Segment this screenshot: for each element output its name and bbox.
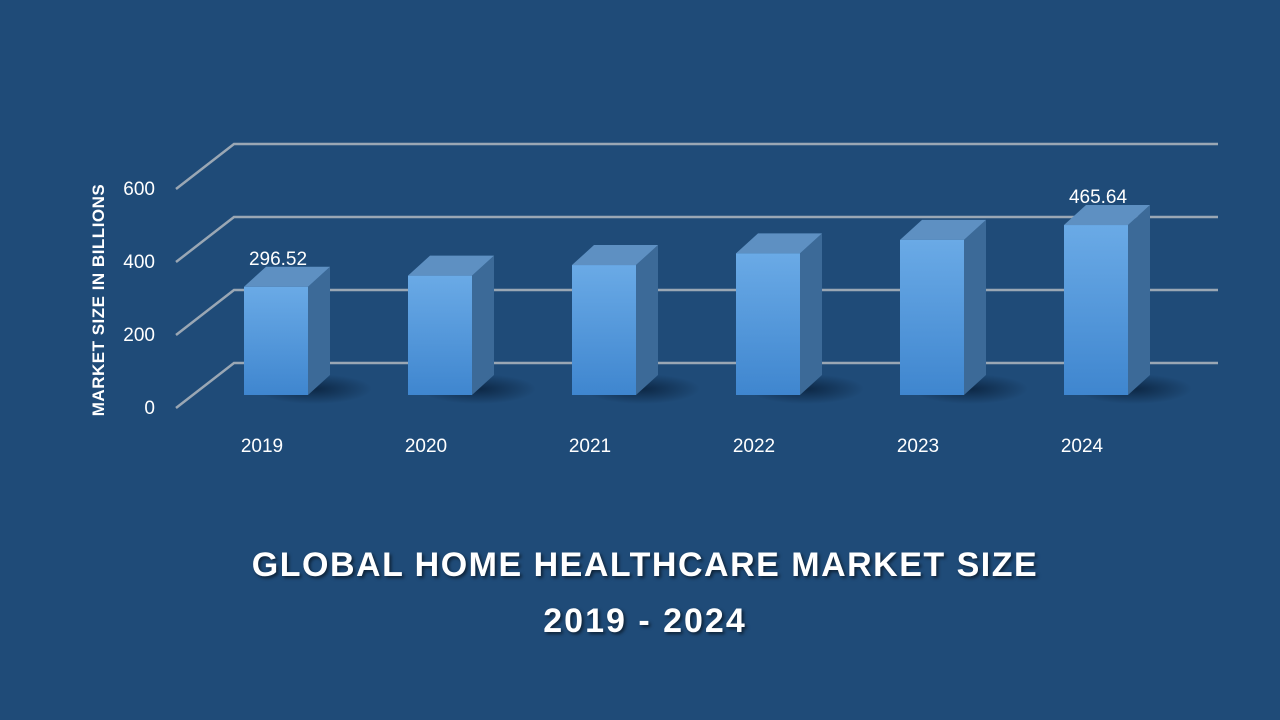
bar-top: [408, 255, 494, 276]
gridline: [175, 215, 1218, 263]
chart-title: GLOBAL HOME HEALTHCARE MARKET SIZE: [251, 546, 1039, 584]
bar-front: [1064, 225, 1128, 395]
bar-2022: [736, 233, 822, 395]
y-tick-label: 400: [123, 252, 155, 273]
y-axis-ticks: 0 200 400 600: [123, 179, 155, 419]
bar-side: [472, 255, 494, 395]
bar-front: [408, 275, 472, 395]
x-tick-label: 2024: [1061, 436, 1104, 457]
y-tick-label: 600: [123, 179, 155, 200]
bar-top: [900, 219, 986, 240]
bar-side: [964, 219, 986, 395]
bar-front: [572, 265, 636, 395]
x-tick-label: 2021: [569, 436, 611, 457]
chart-subtitle: 2019 - 2024: [543, 602, 747, 640]
bar-2024: [1064, 205, 1150, 395]
data-labels: 296.52 465.64: [249, 187, 1128, 270]
data-label: 465.64: [1069, 187, 1128, 208]
bar-side: [800, 233, 822, 395]
bar-front: [244, 286, 308, 395]
gridline: [175, 142, 1218, 190]
gridline: [175, 288, 1218, 336]
bar-front: [900, 239, 964, 395]
bar-2021: [572, 245, 658, 395]
x-axis-ticks: 2019 2020 2021 2022 2023 2024: [241, 436, 1104, 457]
gridlines: [175, 142, 1218, 409]
x-tick-label: 2022: [733, 436, 775, 457]
bar-front: [736, 253, 800, 395]
x-tick-label: 2020: [405, 436, 447, 457]
bar-2023: [900, 219, 986, 395]
bar-side: [636, 245, 658, 395]
bars: [244, 205, 1150, 395]
y-tick-label: 0: [144, 398, 155, 419]
bar-top: [1064, 205, 1150, 226]
x-tick-label: 2019: [241, 436, 283, 457]
bar-top: [572, 245, 658, 266]
bar-2019: [244, 266, 330, 395]
y-tick-label: 200: [123, 325, 155, 346]
y-axis-title: MARKET SIZE IN BILLIONS: [89, 184, 108, 417]
gridline: [175, 361, 1218, 409]
bar-2020: [408, 255, 494, 395]
bar-side: [308, 266, 330, 395]
bar-top: [736, 233, 822, 254]
bar-side: [1128, 205, 1150, 395]
bar-shadows: [256, 374, 1192, 404]
bar-top: [244, 266, 330, 287]
data-label: 296.52: [249, 249, 307, 270]
x-tick-label: 2023: [897, 436, 939, 457]
